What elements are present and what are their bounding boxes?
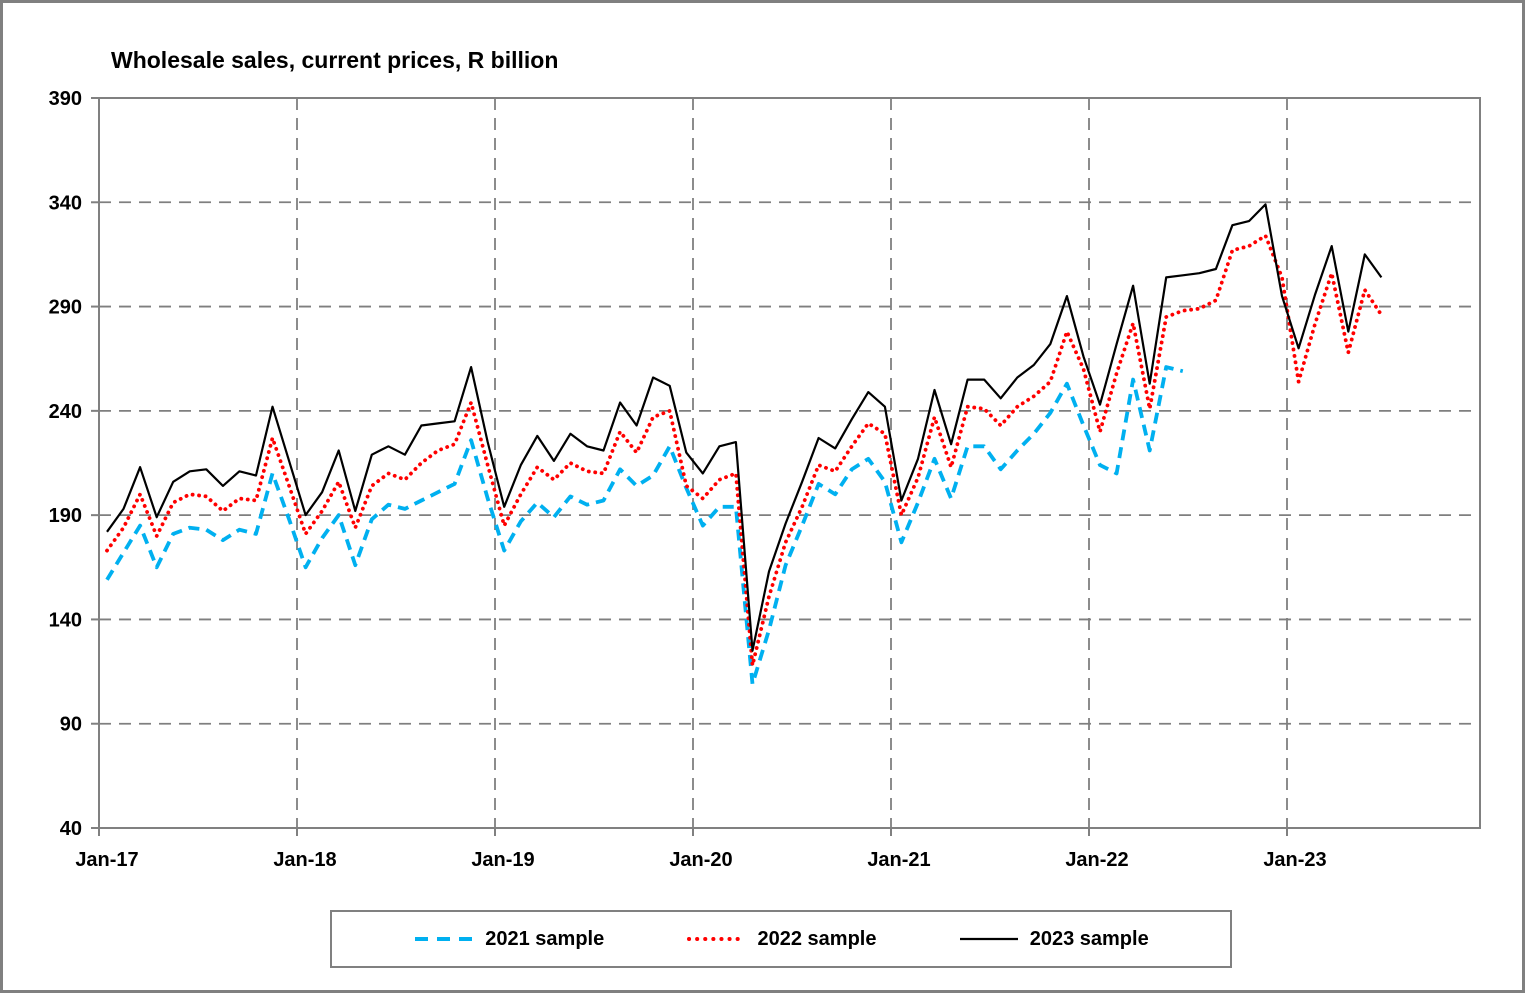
dotted-line-icon (687, 937, 748, 941)
legend-label-2021: 2021 sample (485, 927, 605, 950)
plot-border (98, 97, 1481, 829)
chart-title: Wholesale sales, current prices, R billi… (111, 47, 559, 73)
y-tick-label: 240 (49, 401, 82, 423)
series-line-2022-sample (105, 233, 1384, 668)
y-tick-label: 390 (49, 88, 82, 110)
legend-entry-2022: 2022 sample (685, 928, 876, 951)
y-tick-label: 90 (60, 714, 82, 736)
series-line-2023-sample (106, 203, 1383, 652)
x-tick-label: Jan-18 (273, 849, 336, 871)
y-tick-label: 190 (49, 505, 82, 527)
solid-line-icon (959, 937, 1018, 941)
x-tick-label: Jan-19 (471, 849, 534, 871)
x-tick-label: Jan-20 (669, 849, 732, 871)
x-tick-label: Jan-22 (1065, 849, 1128, 871)
x-tick-label: Jan-17 (75, 849, 138, 871)
y-tick-label: 140 (49, 609, 82, 631)
series-line-2021-sample (105, 365, 1184, 686)
legend-entry-2021: 2021 sample (413, 928, 604, 951)
plot-area: Jan-17 Jan-18 Jan-19 Jan-20 Jan-21 Jan-22 Jan-… (49, 88, 1481, 871)
legend: 2021 sample 2022 sample 2023 sample (330, 910, 1232, 968)
y-tick-label: 340 (49, 192, 82, 214)
x-tick-label: Jan-21 (867, 849, 930, 871)
legend-entry-2023: 2023 sample (958, 928, 1149, 951)
x-tick-label: Jan-23 (1263, 849, 1326, 871)
y-tick-label: 290 (49, 297, 82, 319)
dashed-line-icon (415, 937, 474, 941)
y-tick-label: 40 (60, 818, 82, 840)
legend-label-2023: 2023 sample (1029, 927, 1149, 950)
legend-label-2022: 2022 sample (757, 927, 877, 950)
